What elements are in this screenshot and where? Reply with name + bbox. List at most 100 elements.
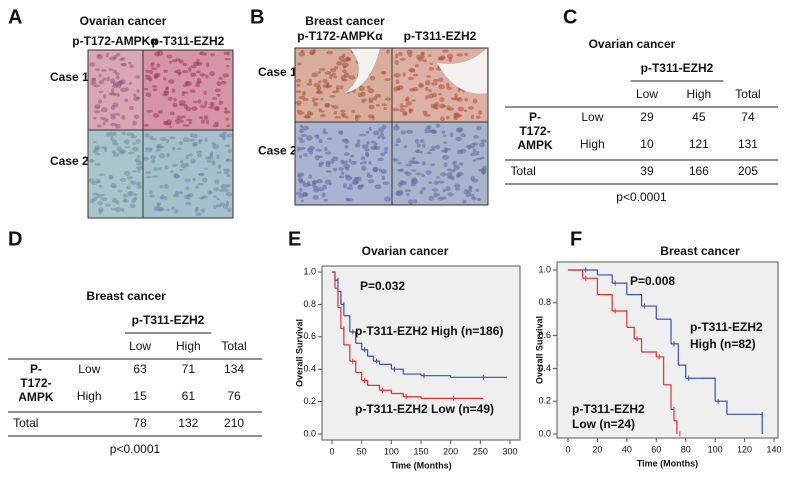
survival-step bbox=[379, 363, 392, 370]
y-tick-label: 1.0 bbox=[538, 264, 551, 274]
nucleus bbox=[397, 52, 403, 57]
nucleus bbox=[127, 151, 135, 155]
nucleus bbox=[185, 162, 190, 167]
survival-step bbox=[582, 277, 599, 295]
nucleus bbox=[345, 166, 350, 171]
nucleus bbox=[397, 189, 404, 195]
nucleus bbox=[299, 139, 305, 143]
nucleus bbox=[385, 97, 391, 101]
nucleus bbox=[468, 106, 474, 110]
nucleus bbox=[399, 180, 405, 185]
nucleus bbox=[446, 53, 454, 59]
survival-step bbox=[337, 290, 342, 305]
nucleus bbox=[317, 187, 325, 192]
nucleus bbox=[171, 59, 178, 63]
nucleus bbox=[216, 197, 220, 201]
nucleus bbox=[325, 162, 331, 168]
chart-title: Breast cancer bbox=[660, 244, 740, 258]
nucleus bbox=[90, 158, 94, 163]
nucleus bbox=[214, 121, 219, 126]
column-header: p-T311-EZH2 bbox=[404, 29, 477, 43]
nucleus bbox=[428, 89, 432, 93]
nucleus bbox=[463, 109, 468, 113]
nucleus bbox=[472, 159, 477, 162]
nucleus bbox=[108, 68, 114, 71]
nucleus bbox=[149, 155, 157, 160]
y-tick-label: 0.8 bbox=[538, 297, 551, 307]
row-header: Case 1 bbox=[258, 65, 297, 79]
survival-step bbox=[349, 331, 357, 344]
nucleus bbox=[198, 138, 203, 142]
nucleus bbox=[225, 183, 231, 188]
nucleus bbox=[344, 144, 349, 149]
nucleus bbox=[173, 97, 177, 102]
nucleus bbox=[189, 89, 196, 93]
nucleus bbox=[405, 163, 413, 167]
nucleus bbox=[220, 183, 227, 190]
nucleus bbox=[212, 143, 220, 150]
nucleus bbox=[168, 60, 173, 64]
nucleus bbox=[179, 141, 184, 146]
nucleus bbox=[439, 55, 446, 60]
nucleus bbox=[191, 106, 198, 111]
nucleus bbox=[314, 97, 319, 101]
nucleus bbox=[110, 182, 117, 189]
nucleus bbox=[417, 57, 424, 62]
survival-step bbox=[391, 368, 404, 375]
nucleus bbox=[350, 154, 355, 158]
nucleus bbox=[340, 109, 346, 113]
x-tick-label: 140 bbox=[766, 444, 781, 454]
nucleus bbox=[359, 133, 367, 137]
nucleus bbox=[476, 125, 482, 131]
nucleus bbox=[151, 67, 158, 71]
annotation: P=0.032 bbox=[360, 279, 405, 293]
annotation: p-T311-EZH2 Low (n=49) bbox=[355, 402, 494, 416]
nucleus bbox=[362, 160, 367, 165]
nucleus bbox=[405, 171, 412, 176]
nucleus bbox=[132, 180, 136, 186]
nucleus bbox=[144, 74, 151, 78]
nucleus bbox=[478, 142, 486, 148]
nucleus bbox=[425, 75, 431, 78]
cell: 131 bbox=[738, 137, 758, 151]
nucleus bbox=[124, 145, 131, 149]
nucleus bbox=[340, 171, 345, 176]
nucleus bbox=[343, 183, 348, 189]
nucleus bbox=[126, 132, 133, 137]
nucleus bbox=[144, 133, 150, 138]
nucleus bbox=[367, 179, 375, 184]
nucleus bbox=[101, 196, 108, 202]
nucleus bbox=[442, 189, 446, 193]
nucleus bbox=[373, 96, 378, 101]
nucleus bbox=[211, 101, 215, 107]
nucleus bbox=[298, 146, 306, 151]
survival-step bbox=[355, 342, 363, 350]
nucleus bbox=[173, 209, 179, 214]
row-group: T172- bbox=[20, 376, 51, 390]
nucleus bbox=[409, 68, 416, 73]
nucleus bbox=[297, 177, 304, 183]
nucleus bbox=[478, 109, 483, 115]
nucleus bbox=[213, 205, 217, 209]
nucleus bbox=[470, 114, 475, 120]
nucleus bbox=[158, 167, 162, 170]
nucleus bbox=[154, 51, 161, 57]
nucleus bbox=[338, 167, 345, 171]
survival-step bbox=[700, 377, 716, 402]
nucleus bbox=[301, 199, 305, 203]
nucleus bbox=[429, 148, 436, 152]
nucleus bbox=[441, 130, 446, 134]
nucleus bbox=[166, 208, 170, 212]
nucleus bbox=[92, 196, 98, 202]
nucleus bbox=[192, 142, 197, 146]
cell: 63 bbox=[133, 362, 147, 376]
nucleus bbox=[298, 194, 305, 199]
nucleus bbox=[178, 103, 186, 107]
nucleus bbox=[123, 170, 131, 176]
nucleus bbox=[171, 88, 176, 93]
nucleus bbox=[432, 78, 440, 83]
y-tick-label: 0.4 bbox=[538, 363, 551, 373]
nucleus bbox=[149, 194, 156, 198]
y-axis-label: Overall Survival bbox=[534, 316, 544, 384]
y-tick-label: 0.2 bbox=[538, 396, 551, 406]
